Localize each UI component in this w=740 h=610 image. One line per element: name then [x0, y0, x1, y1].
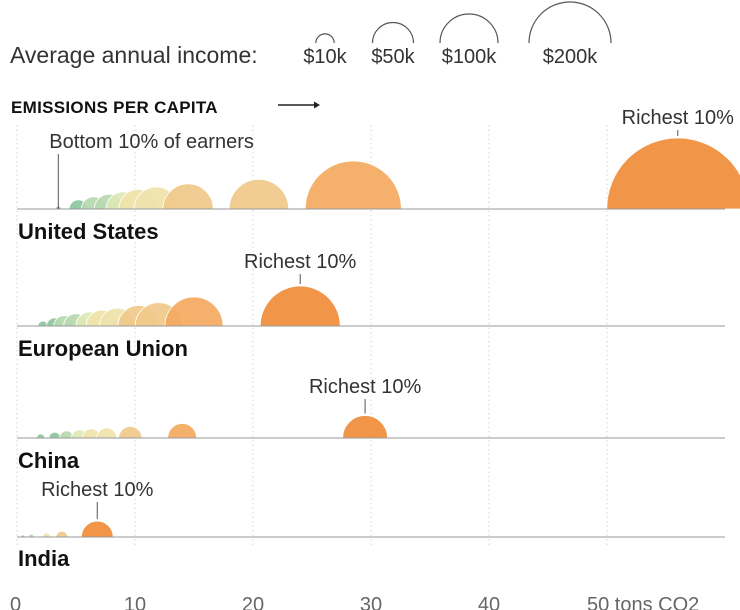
bubble-decile	[162, 183, 214, 210]
bubble-decile	[304, 160, 402, 210]
size-legend-arc	[371, 21, 415, 44]
country-label: India	[18, 546, 70, 571]
size-legend: Average annual income: $10k $50k $100k $200…	[10, 1, 612, 68]
annotation-label: Richest 10%	[41, 479, 153, 501]
x-tick-label: 10	[124, 594, 146, 610]
size-legend-arc	[315, 33, 335, 44]
bubble-decile	[48, 431, 61, 439]
size-legend-label: $10k	[303, 46, 347, 68]
bubble-richest	[606, 137, 740, 210]
annotation-label: Richest 10%	[244, 251, 356, 273]
country-row: Richest 10% European Union	[17, 251, 725, 361]
metric-label: EMISSIONS PER CAPITA	[11, 98, 218, 117]
bubble-richest	[259, 285, 341, 327]
arrow-right-icon	[278, 101, 320, 109]
country-label: China	[18, 448, 80, 473]
country-row: Bottom 10% of earners Richest 10% United S…	[17, 107, 740, 244]
x-axis: 0 10 20 30 40 50 tons CO2	[10, 594, 699, 610]
bubble-decile	[55, 530, 69, 538]
bubble-decile	[167, 423, 198, 439]
size-legend-label: $100k	[442, 46, 497, 68]
size-legend-arc	[528, 1, 612, 44]
bubble-decile	[228, 179, 290, 210]
country-row: Richest 10% China	[17, 376, 725, 473]
annotation-label: Richest 10%	[309, 376, 421, 398]
bubble-decile	[118, 426, 143, 439]
country-label: European Union	[18, 336, 188, 361]
size-legend-arc	[439, 13, 499, 44]
country-label: United States	[18, 219, 159, 244]
country-row: Richest 10% India	[17, 479, 725, 571]
x-tick-label: 50 tons CO2	[587, 594, 699, 610]
x-tick-label: 0	[10, 594, 21, 610]
bubble-richest	[342, 415, 388, 439]
size-legend-label: $200k	[543, 46, 598, 68]
size-legend-label: $50k	[371, 46, 415, 68]
annotation-label: Richest 10%	[622, 107, 734, 129]
size-legend-title: Average annual income:	[10, 42, 258, 68]
x-tick-label: 40	[478, 594, 500, 610]
bubble-decile	[41, 532, 52, 538]
bubble-decile	[164, 296, 224, 327]
bubble-decile	[96, 427, 118, 439]
annotation-label: Bottom 10% of earners	[49, 131, 254, 153]
country-rows: Bottom 10% of earners Richest 10% United S…	[17, 107, 740, 571]
x-tick-label: 20	[242, 594, 264, 610]
x-tick-label: 30	[360, 594, 382, 610]
bubble-richest	[80, 520, 114, 538]
bubble-decile	[36, 433, 46, 439]
